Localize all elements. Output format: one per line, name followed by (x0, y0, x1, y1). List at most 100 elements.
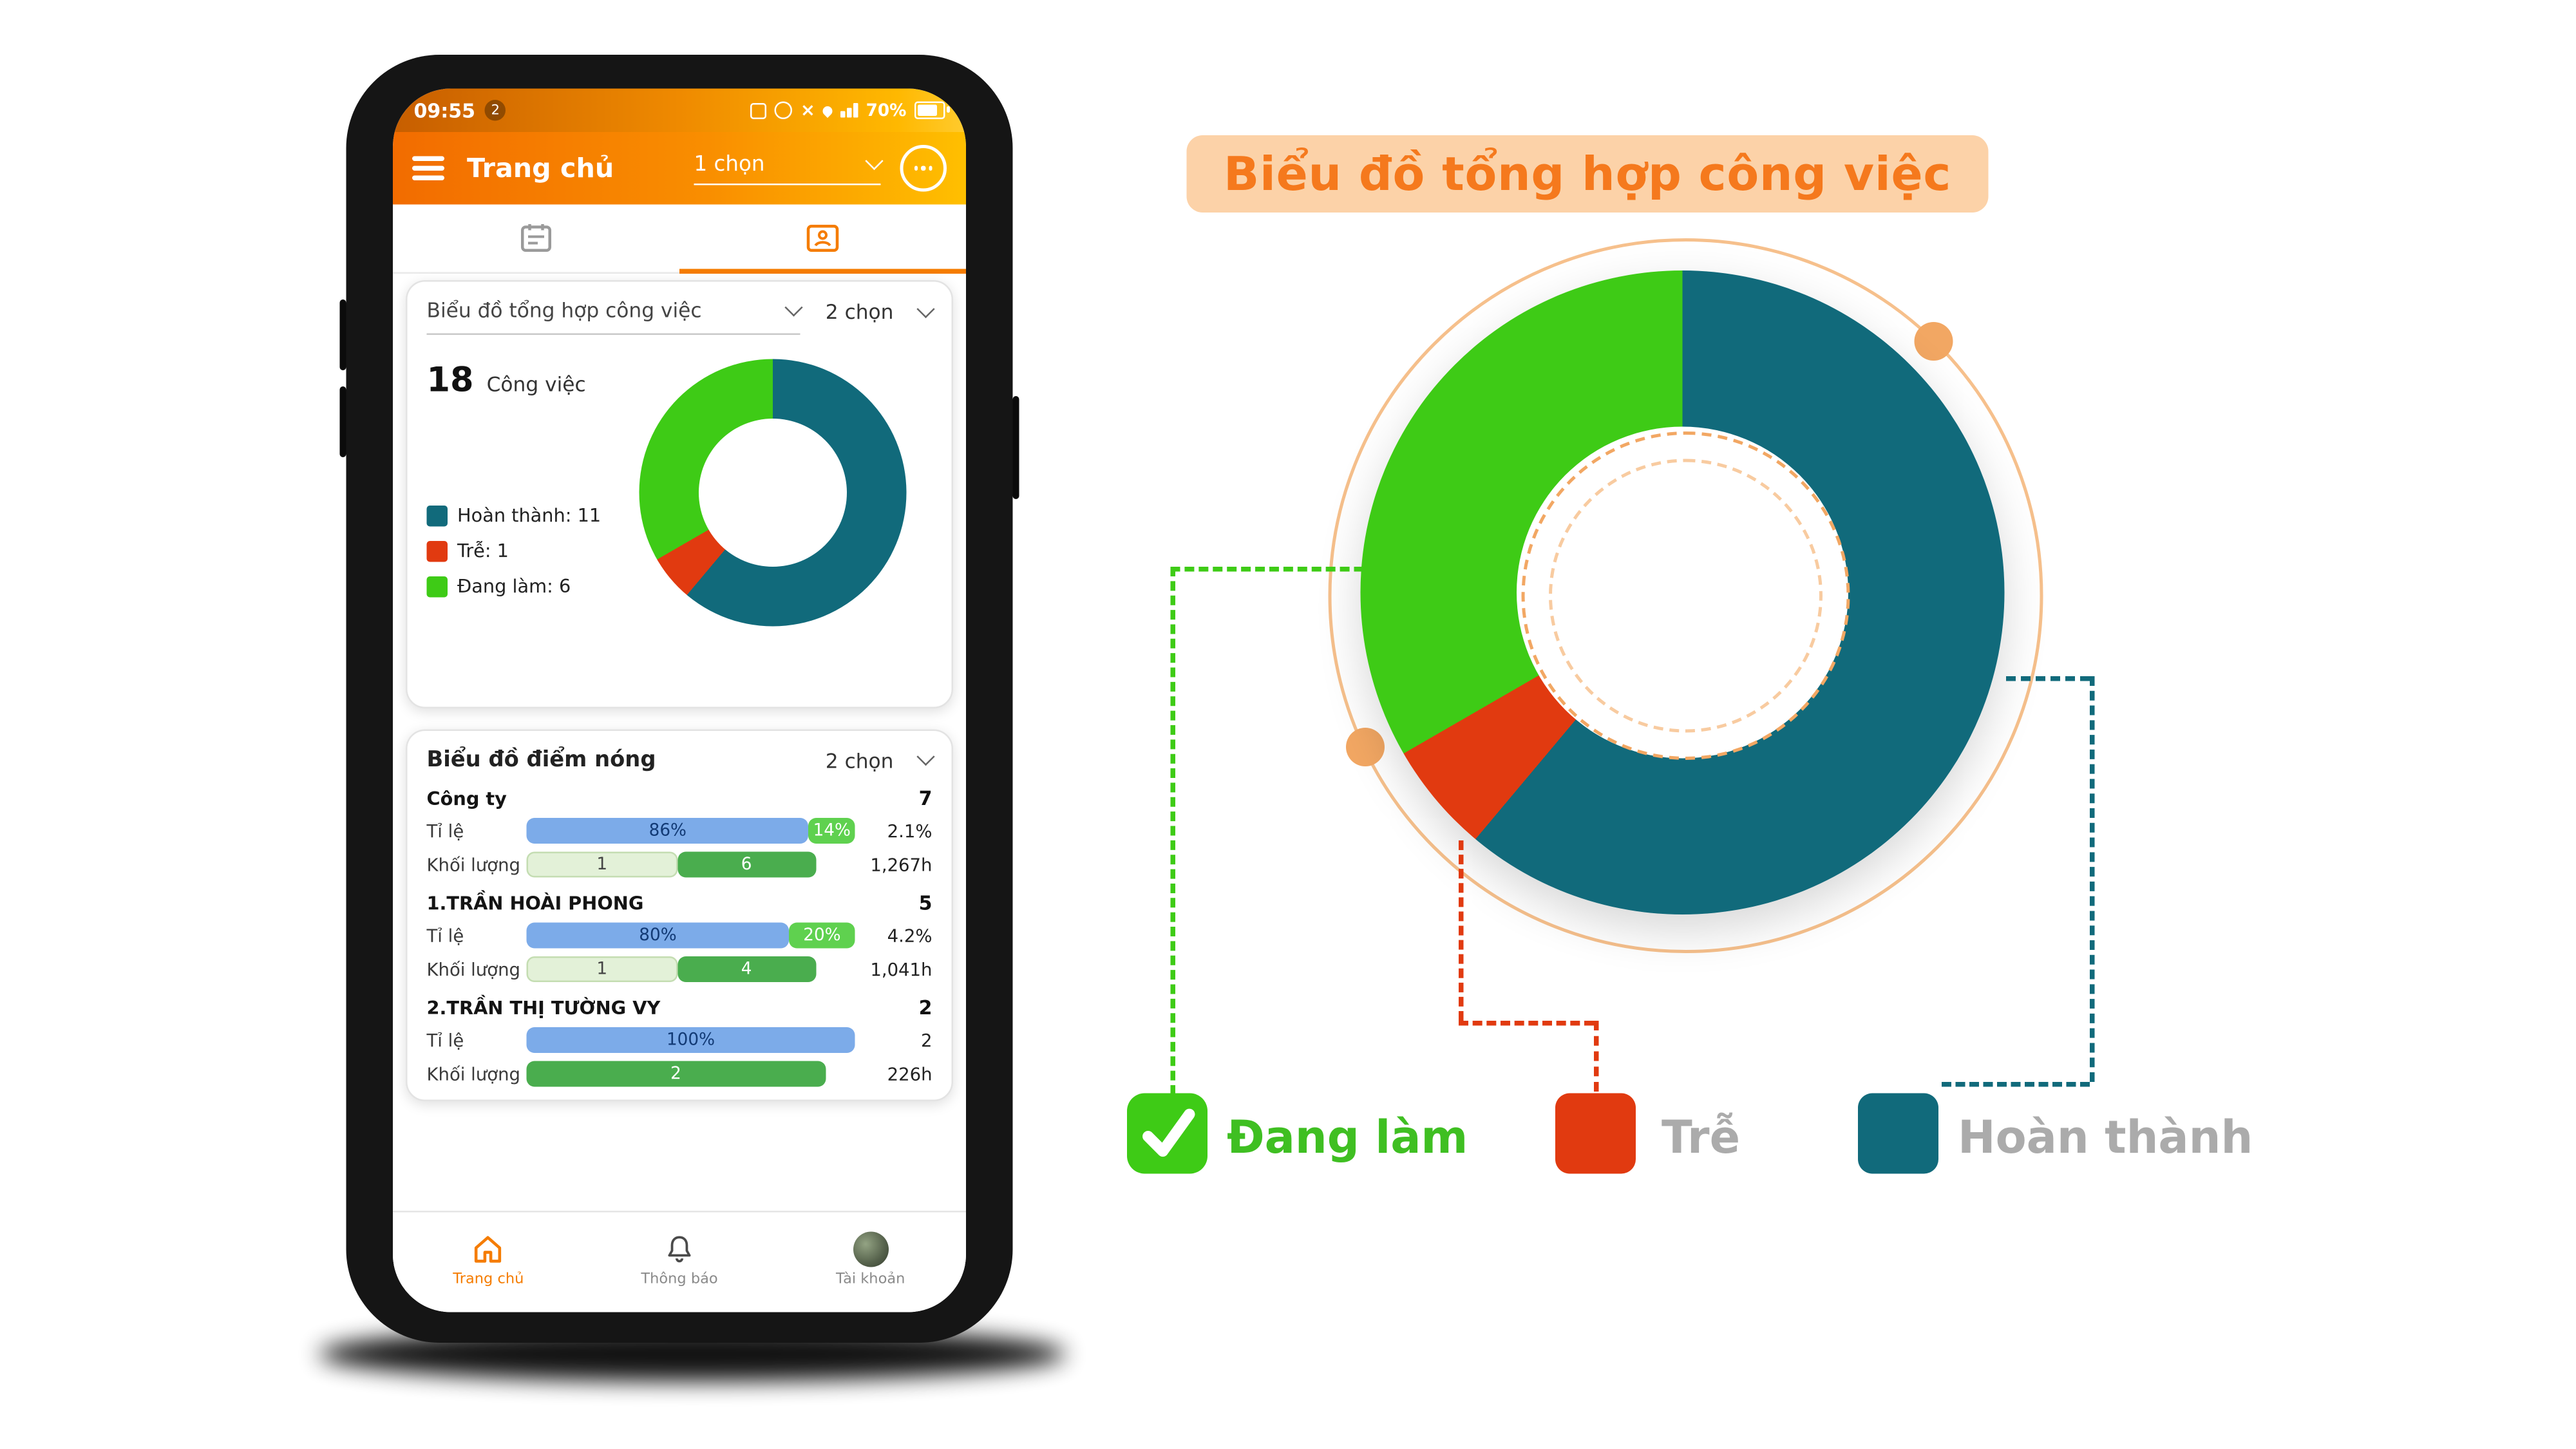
chat-icon[interactable] (900, 145, 947, 192)
connector-line-green (1170, 567, 1364, 572)
hotspot-filter-select[interactable]: 2 chọn (825, 747, 935, 772)
bar-track: 1 6 (526, 851, 855, 878)
bar-value: 1 (596, 855, 608, 875)
bar-track: 2 (526, 1061, 855, 1087)
nav-item-notifications[interactable]: Thông báo (584, 1213, 775, 1306)
bar-blue: 80% (526, 922, 790, 949)
volume-row: Khối lượng 1 4 1,041h (427, 956, 933, 982)
bell-icon (668, 1235, 691, 1262)
row-label: Tỉ lệ (426, 820, 464, 842)
hotspot-filter-value: 2 chọn (825, 748, 894, 772)
location-icon (821, 103, 835, 117)
bar-track: 100% (526, 1027, 855, 1053)
legend-text: Đang làm: 6 (457, 574, 571, 598)
group-name: 2.TRẦN THỊ TƯỜNG VY (426, 996, 661, 1019)
row-label: Khối lượng (426, 958, 520, 980)
legend-text: Hoàn thành: 11 (457, 504, 601, 527)
alarm-icon (774, 101, 793, 119)
mini-donut-chart (639, 359, 907, 627)
hamburger-menu-icon[interactable] (412, 156, 444, 180)
status-icons: × 70% (750, 100, 950, 121)
home-icon (475, 1235, 502, 1262)
decor-dashed-circle (1521, 431, 1850, 760)
chart-type-dropdown-value: Biểu đồ tổng hợp công việc (426, 298, 702, 323)
nav-label: Tài khoản (835, 1271, 905, 1287)
ratio-row: Tỉ lệ 100% 2 (427, 1027, 933, 1053)
row-right-value: 2.1% (887, 820, 933, 842)
phone-screen: 09:55 2 × 70% Trang chủ 1 chọn (393, 88, 966, 1312)
chevron-down-icon (865, 151, 884, 171)
row-right-value: 1,041h (870, 958, 933, 980)
bar-value: 14% (813, 821, 851, 840)
sim-icon (750, 102, 767, 118)
hotspot-group-cong-ty: Công ty 7 Tỉ lệ 86% 14% 2.1% K (427, 788, 933, 878)
decor-dot-icon (1346, 728, 1385, 766)
tab-bar (393, 204, 966, 274)
tab-personnel[interactable] (679, 205, 966, 274)
bar-green: 4 (677, 956, 816, 982)
summary-filter-select[interactable]: 2 chọn (825, 298, 935, 324)
nav-label: Trang chủ (453, 1271, 524, 1287)
check-icon (1142, 1108, 1195, 1157)
notification-badge: 2 (485, 100, 506, 121)
calendar-card-icon (521, 224, 551, 252)
bar-value: 100% (666, 1030, 715, 1050)
group-name: Công ty (426, 787, 507, 810)
legend-swatch-tre (1555, 1093, 1636, 1174)
bar-value: 1 (596, 960, 608, 979)
row-label: Tỉ lệ (426, 1029, 464, 1051)
bar-track: 1 4 (526, 956, 855, 982)
group-count: 5 (918, 892, 933, 914)
legend-checkbox-dang-lam[interactable] (1127, 1093, 1208, 1174)
legend-text: Trễ: 1 (457, 539, 509, 562)
chart-type-dropdown[interactable]: Biểu đồ tổng hợp công việc (426, 298, 802, 335)
group-name: 1.TRẦN HOÀI PHONG (426, 892, 644, 914)
bottom-nav: Trang chủ Thông báo Tài khoản (393, 1211, 966, 1312)
signal-icon (840, 103, 858, 118)
bar-value: 80% (639, 925, 677, 945)
ratio-row: Tỉ lệ 86% 14% 2.1% (427, 818, 933, 844)
row-label: Khối lượng (426, 1063, 520, 1084)
nav-item-home[interactable]: Trang chủ (393, 1213, 584, 1306)
bar-green-chip: 20% (789, 922, 855, 949)
group-count: 7 (918, 787, 933, 810)
row-right-value: 4.2% (887, 925, 933, 946)
hotspot-group-vy: 2.TRẦN THỊ TƯỜNG VY 2 Tỉ lệ 100% 2 Khối … (427, 997, 933, 1087)
header-select[interactable]: 1 chọn (694, 151, 884, 185)
bar-light: 1 (526, 851, 678, 878)
summary-filter-value: 2 chọn (825, 299, 894, 324)
mini-chart-legend: Hoàn thành: 11 Trễ: 1 Đang làm: 6 (426, 504, 601, 598)
connector-line-teal (2090, 676, 2095, 1082)
big-donut-chart (1360, 270, 2005, 914)
connector-line-red (1459, 1021, 1594, 1026)
bar-value: 6 (741, 855, 752, 875)
row-right-value: 2 (921, 1029, 933, 1051)
bar-track: 86% 14% (526, 818, 855, 844)
mute-icon: × (800, 100, 815, 121)
tab-calendar[interactable] (393, 205, 679, 272)
bar-value: 86% (649, 821, 687, 840)
decor-dot-icon (1914, 322, 1953, 361)
bar-blue: 100% (526, 1027, 855, 1053)
donut-hole (699, 419, 847, 567)
legend-item: Đang làm: 6 (426, 574, 601, 598)
volume-down-button (339, 386, 346, 457)
bar-green: 6 (677, 851, 816, 878)
nav-label: Thông báo (641, 1271, 718, 1287)
legend-swatch (426, 575, 448, 597)
connector-line-red (1594, 1021, 1599, 1092)
summary-card: Biểu đồ tổng hợp công việc 2 chọn 18 Côn… (406, 280, 953, 708)
bar-track: 80% 20% (526, 922, 855, 949)
legend-label-tre: Trễ (1662, 1111, 1741, 1164)
hero-title-pill: Biểu đồ tổng hợp công việc (1186, 135, 1989, 213)
hotspot-card: Biểu đồ điểm nóng 2 chọn Công ty 7 (406, 729, 953, 1101)
legend-label-hoan-thanh: Hoàn thành (1958, 1111, 2253, 1164)
bar-value: 2 (670, 1064, 681, 1084)
bar-value: 4 (741, 960, 752, 979)
nav-item-account[interactable]: Tài khoản (775, 1213, 966, 1306)
bar-blue: 86% (526, 818, 810, 844)
hotspot-group-phong: 1.TRẦN HOÀI PHONG 5 Tỉ lệ 80% 20% 4.2% (427, 892, 933, 982)
decor-orbit-circle (1328, 238, 2043, 953)
hero-title: Biểu đồ tổng hợp công việc (1224, 146, 1952, 202)
